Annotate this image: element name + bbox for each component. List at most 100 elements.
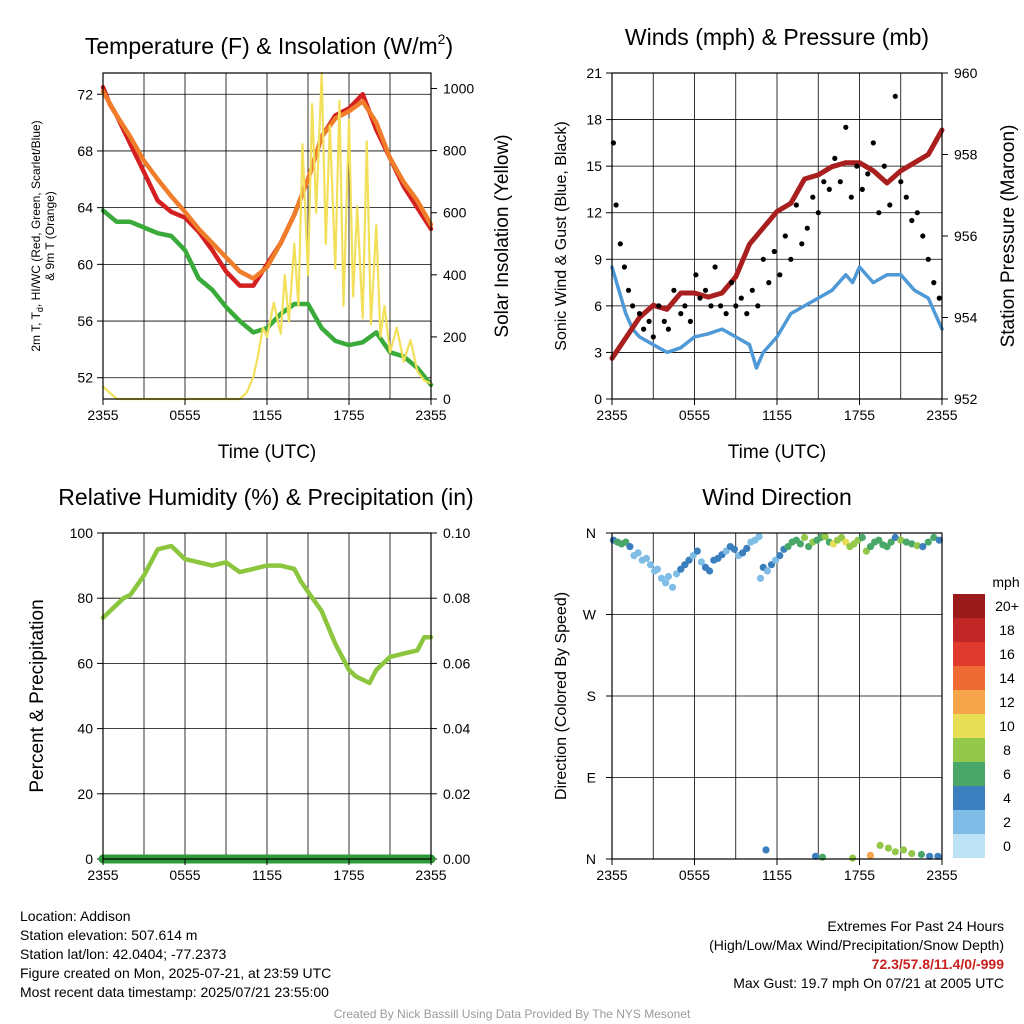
pressure-ytick-right-label: 954 [954,310,978,326]
precip-ytick-right-label: 0.08 [443,590,470,606]
legend-label: 4 [1003,790,1011,806]
direction-point [902,538,910,546]
direction-point [772,556,780,564]
winds-ytick-label: 6 [594,298,602,314]
legend-label: 18 [999,622,1015,638]
temperature-xtick-label: 0555 [169,407,200,423]
gust-point [925,256,931,262]
temperature-xtick-label: 2355 [415,407,446,423]
direction-point [935,536,943,544]
gust-point [738,295,744,301]
gust-point [760,256,766,262]
direction-ytick-label: N [586,851,596,867]
gust-point [733,303,739,309]
station-info: Location: Addison Station elevation: 507… [20,907,331,1002]
insolation-ytick-label: 800 [443,143,467,159]
gust-point [881,163,887,169]
direction-point [897,536,905,544]
winds-xtick-label: 1155 [762,407,792,423]
temperature-panel: 52 56 60 64 68 72 0 200 400 600 800 1000 2355 0555 115… [29,31,513,463]
extremes-values: 72.3/57.8/11.4/0/-999 [871,956,1004,972]
precip-ytick-right-label: 0.00 [443,851,470,867]
legend-label: 0 [1003,838,1011,854]
direction-point [887,538,895,546]
legend-swatch [953,786,985,810]
direction-point [930,533,938,542]
direction-point [899,846,908,854]
winds-ytick-label: 9 [594,251,602,267]
direction-xtick-label: 1155 [762,867,792,883]
winds-xtick-label: 1755 [844,407,875,423]
gust-point [697,295,703,301]
gust-point [804,225,810,231]
location-text: Location: Addison [20,908,131,924]
gust-point [656,303,662,309]
direction-point [730,545,739,553]
direction-xtick-label: 2355 [926,867,957,883]
gust-point [815,210,821,216]
winds-ytick-label: 0 [594,391,602,407]
direction-point [924,538,932,546]
direction-point [697,558,706,566]
temperature-ytick-label: 56 [77,313,93,329]
gust-point [909,217,915,224]
winds-ytick-label: 3 [594,344,602,360]
gust-point [777,272,783,278]
winds-ytick-label: 21 [586,65,602,81]
direction-point [926,852,934,860]
gust-point [837,179,843,185]
direction-point [858,533,866,542]
pressure-ytick-right-label: 956 [954,228,978,244]
legend-swatch [953,738,985,762]
direction-ytick-label: E [587,770,596,786]
gust-point [832,155,838,161]
pressure-ytick-right-label: 958 [954,147,978,163]
direction-point [917,850,926,859]
direction-point [693,547,701,555]
gust-point [892,93,898,99]
humidity-ylabel: Percent & Precipitation [27,599,48,792]
temperature-xtick-label: 1155 [252,407,282,423]
direction-title: Wind Direction [702,484,852,510]
gust-point [646,318,652,324]
humidity-xtick-label: 1755 [333,867,364,883]
legend-label: 14 [999,670,1015,686]
direction-point [722,547,730,555]
direction-point [821,533,829,541]
direction-ytick-label: W [583,607,597,623]
extremes-info: Extremes For Past 24 Hours (High/Low/Max… [709,917,1004,993]
direction-point [668,583,677,591]
legend-swatch [953,810,985,834]
humidity-ytick-label: 60 [77,655,93,671]
gust-point [744,311,750,317]
precip-ytick-right-label: 0.10 [443,525,470,541]
gust-point [617,241,623,247]
direction-point [913,542,921,550]
gust-point [771,248,777,255]
credit-text: Created By Nick Bassill Using Data Provi… [333,1007,691,1021]
humidity-ytick-label: 20 [77,786,93,802]
gust-point [821,179,827,185]
gust-point [920,233,926,239]
direction-point [818,853,827,861]
legend-label: 12 [999,694,1015,710]
temp9m-line [100,89,434,281]
gust-point [810,194,816,200]
gust-point [843,124,849,130]
temperature-ylabel: 2m T, Td, HI/WC (Red, Green, Scarlet/Blu… [29,120,45,351]
gust-point [876,210,882,216]
direction-point [934,852,942,860]
winds-xtick-label: 2355 [926,407,957,423]
gust-point [678,311,684,317]
winds-ytick-label: 15 [586,158,602,174]
humidity-ytick-label: 0 [85,851,93,867]
direction-point [811,852,820,860]
gust-point [749,287,755,293]
gust-point [687,318,694,324]
gust-point [782,233,788,239]
precip-ytick-right-label: 0.04 [443,721,470,737]
precip-ytick-right-label: 0.02 [443,786,470,802]
wind-line [610,265,944,370]
temperature-ylabel-2: & 9m T (Orange) [43,191,57,281]
